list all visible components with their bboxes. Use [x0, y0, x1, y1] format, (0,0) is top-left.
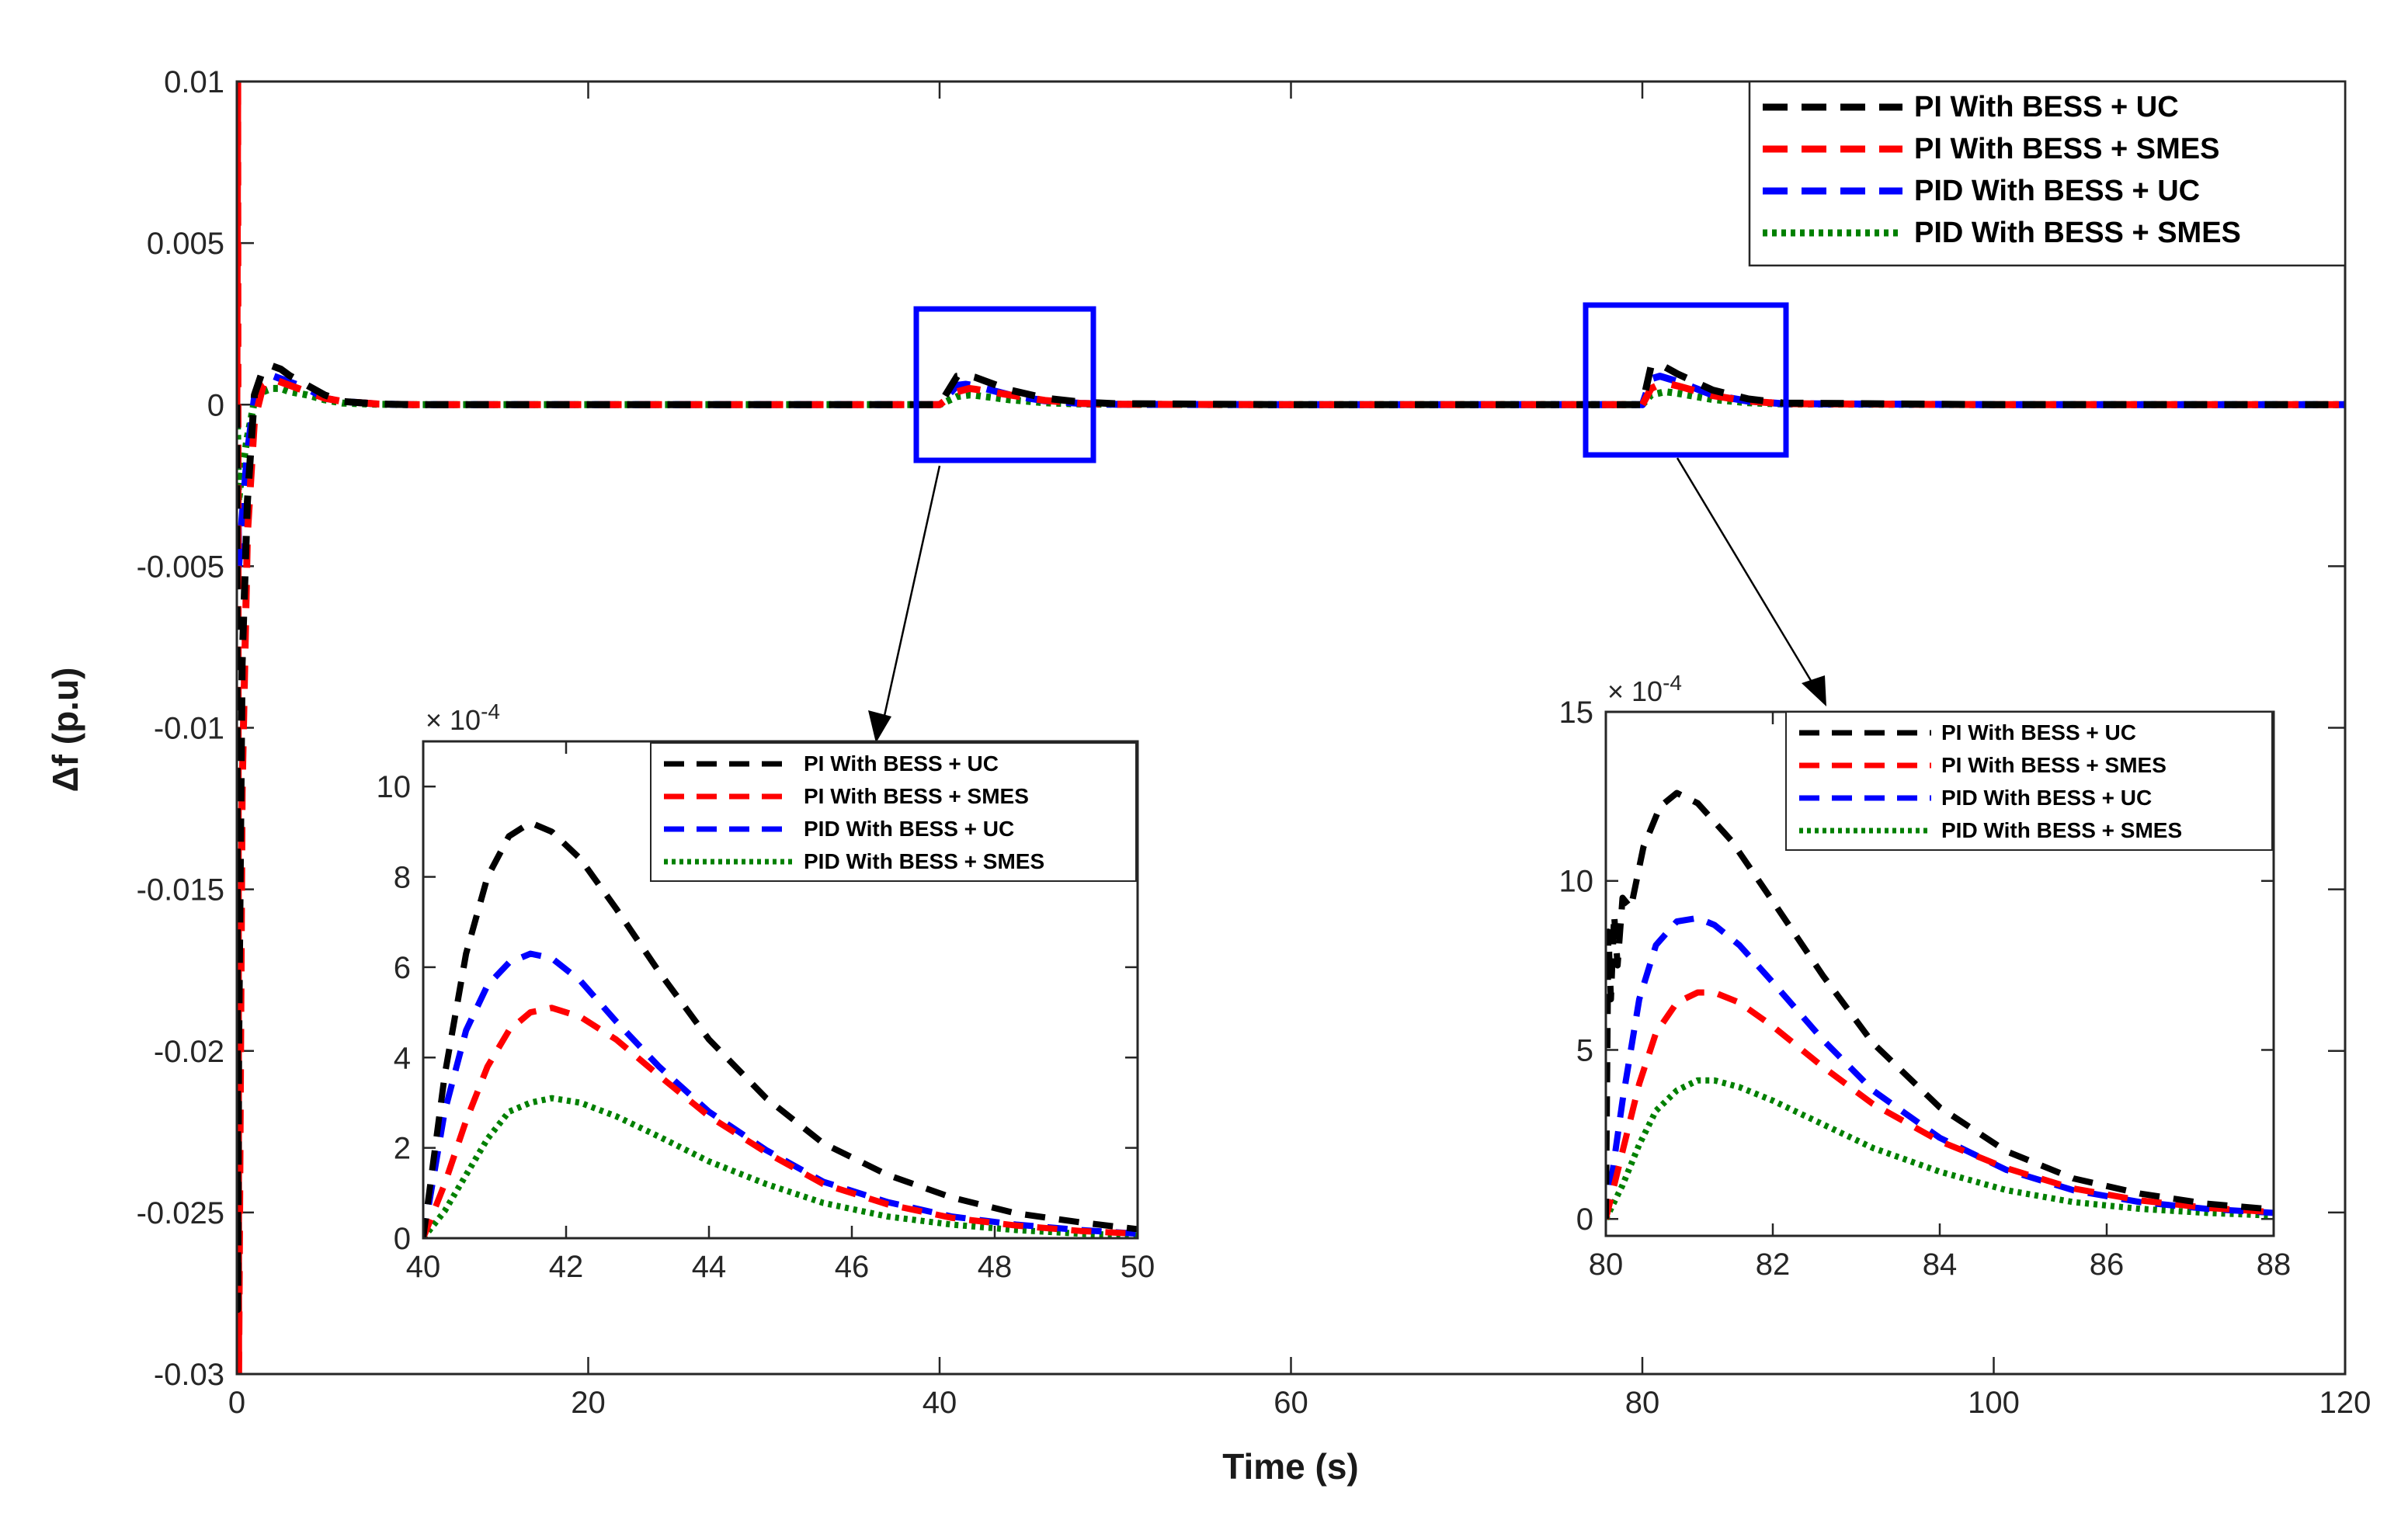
legend-label-pid-with-bess-smes: PID With BESS + SMES [1914, 217, 2241, 249]
inset-plot-80-88: 80 82 84 86 88 15 10 5 0 × 10-4 PI With BESS + U… [1559, 671, 2292, 1282]
inset1-series-group [423, 819, 1138, 1238]
legend-label-pi-with-bess-uc: PI With BESS + UC [1941, 720, 2136, 744]
x-axis-title: Time (s) [1222, 1446, 1359, 1487]
series-line-pid-with-bess-uc [1606, 914, 2274, 1220]
y-axis-title: Δf (p.u) [45, 668, 85, 793]
y-tick-label: 0.005 [147, 227, 224, 261]
y-tick-label: -0.015 [137, 873, 224, 907]
y-tick-label: -0.03 [154, 1358, 224, 1392]
arrow-head-inset2 [1802, 675, 1826, 706]
y-tick-label: -0.025 [137, 1196, 224, 1230]
x-tick-label: 82 [1756, 1248, 1791, 1282]
x-tick-label: 80 [1625, 1386, 1660, 1420]
main-axes-frame [235, 80, 2347, 1376]
arrow-to-inset2 [1676, 457, 1819, 692]
x-tick-label: 80 [1589, 1248, 1624, 1282]
legend-label-pi-with-bess-uc: PI With BESS + UC [1914, 91, 2179, 123]
y-tick-label: 0.01 [164, 65, 224, 99]
y-tick-label: 10 [1559, 865, 1594, 899]
arrow-to-inset1 [880, 465, 941, 730]
legend-label-pid-with-bess-uc: PID With BESS + UC [1941, 786, 2152, 810]
legend-label-pid-with-bess-uc: PID With BESS + UC [1914, 175, 2200, 207]
y-tick-label: 2 [394, 1132, 411, 1166]
x-tick-label: 100 [1968, 1386, 2020, 1420]
x-tick-label: 86 [2090, 1248, 2125, 1282]
series-line-pi-with-bess-uc [1606, 789, 2274, 1220]
y-tick-label: -0.02 [154, 1035, 224, 1069]
arrow-head-inset1 [868, 710, 891, 743]
legend-label-pi-with-bess-smes: PI With BESS + SMES [1914, 133, 2219, 165]
inset1-multiplier: × 10-4 [426, 699, 500, 736]
y-tick-label: 4 [394, 1041, 411, 1075]
inset2-multiplier: × 10-4 [1607, 671, 1682, 707]
y-tick-label: 0 [394, 1222, 411, 1256]
x-tick-label: 46 [835, 1250, 870, 1284]
legend-label-pi-with-bess-smes: PI With BESS + SMES [804, 784, 1029, 808]
series-line-pi-with-bess-uc [237, 360, 2345, 1313]
inset2-series-group [1606, 789, 2274, 1220]
legend-label-pi-with-bess-smes: PI With BESS + SMES [1941, 753, 2167, 777]
y-tick-label: 6 [394, 951, 411, 985]
legend-label-pi-with-bess-uc: PI With BESS + UC [804, 751, 999, 776]
y-tick-label: 8 [394, 861, 411, 895]
zoom-box-40s [913, 306, 1096, 463]
zoom-box-80s [1583, 302, 1789, 458]
x-tick-label: 60 [1273, 1386, 1308, 1420]
x-tick-label: 20 [571, 1386, 606, 1420]
inset1-legend: PI With BESS + UC PI With BESS + SMES PID … [650, 742, 1137, 882]
inset2-tick-labels: 80 82 84 86 88 15 10 5 0 [1559, 696, 2292, 1282]
y-tick-label: 5 [1576, 1033, 1593, 1067]
x-tick-label: 44 [692, 1250, 727, 1284]
series-line-pid-with-bess-uc [423, 950, 1138, 1238]
series-line-pid-with-bess-smes [423, 1095, 1138, 1238]
y-tick-label: -0.005 [137, 550, 224, 584]
y-tick-label: 0 [1576, 1202, 1593, 1237]
legend-label-pid-with-bess-uc: PID With BESS + UC [804, 817, 1014, 841]
inset1-frame [422, 740, 1139, 1240]
y-tick-label: 0 [207, 388, 224, 422]
x-tick-label: 50 [1121, 1250, 1155, 1284]
inset2-legend: PI With BESS + UC PI With BESS + SMES PID … [1785, 711, 2273, 851]
y-tick-label: 10 [377, 770, 412, 804]
main-series-group [237, 82, 2345, 1374]
main-legend: PI With BESS + UC PI With BESS + SMES PID … [1748, 80, 2347, 267]
x-tick-label: 40 [923, 1386, 957, 1420]
series-line-pid-with-bess-smes [1606, 1077, 2274, 1220]
series-line-pi-with-bess-smes [237, 82, 2345, 1374]
x-tick-label: 120 [2319, 1386, 2372, 1420]
main-tick-labels: 0 20 40 60 80 100 1200.010.0050-0.005-0.01-0.0… [137, 65, 2372, 1420]
main-plot: 0 20 40 60 80 100 1200.010.0050-0.005-0.01-0.0… [45, 65, 2371, 1487]
legend-label-pid-with-bess-smes: PID With BESS + SMES [1941, 818, 2182, 842]
series-line-pi-with-bess-smes [1606, 989, 2274, 1220]
x-tick-label: 42 [549, 1250, 584, 1284]
y-tick-label: -0.01 [154, 712, 224, 746]
series-line-pi-with-bess-uc [423, 819, 1138, 1238]
legend-label-pid-with-bess-smes: PID With BESS + SMES [804, 849, 1044, 873]
x-tick-label: 88 [2257, 1248, 2292, 1282]
x-tick-label: 40 [406, 1250, 441, 1284]
y-tick-label: 15 [1559, 696, 1594, 730]
x-tick-label: 48 [978, 1250, 1013, 1284]
x-tick-label: 84 [1923, 1248, 1958, 1282]
series-line-pi-with-bess-smes [423, 1005, 1138, 1238]
x-tick-label: 0 [228, 1386, 245, 1420]
